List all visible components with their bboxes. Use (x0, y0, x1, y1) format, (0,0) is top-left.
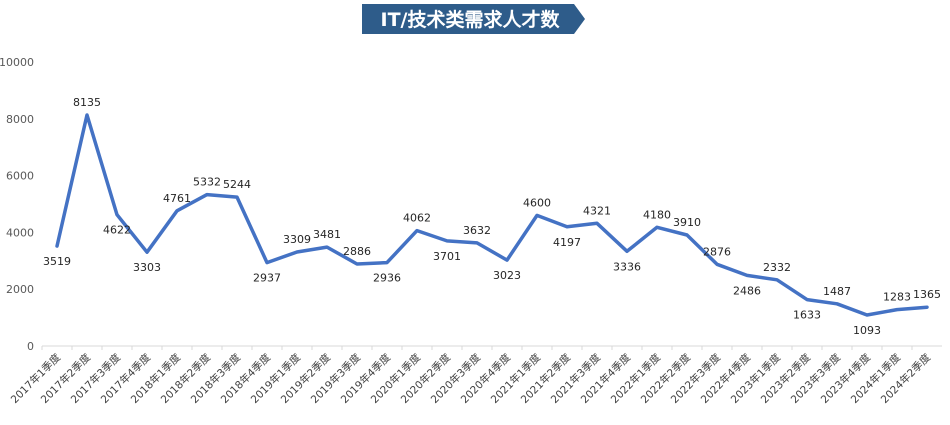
y-axis: 0 2000 4000 6000 8000 10000 (0, 56, 34, 353)
data-label: 3519 (43, 255, 71, 268)
data-label: 4321 (583, 204, 611, 217)
data-label: 4197 (553, 236, 581, 249)
title-banner-shape (362, 4, 585, 34)
data-label: 3303 (133, 261, 161, 274)
chart-title-banner: IT/技术类需求人才数 (362, 4, 585, 34)
chart-title: IT/技术类需求人才数 (381, 8, 561, 31)
y-tick-label: 6000 (6, 170, 34, 183)
data-label: 4622 (103, 224, 131, 237)
data-label: 1093 (853, 324, 881, 337)
y-tick-label: 8000 (6, 113, 34, 126)
series-line (55, 113, 929, 317)
data-label: 3910 (673, 216, 701, 229)
data-label: 3336 (613, 260, 641, 273)
y-tick-label: 10000 (0, 56, 34, 69)
data-label: 3701 (433, 250, 461, 263)
data-label: 3309 (283, 233, 311, 246)
data-label: 2332 (763, 261, 791, 274)
data-label: 4600 (523, 196, 551, 209)
data-label: 5332 (193, 176, 221, 189)
data-label: 1633 (793, 309, 821, 322)
data-label: 4062 (403, 212, 431, 225)
data-label: 8135 (73, 96, 101, 109)
y-tick-label: 2000 (6, 283, 34, 296)
data-label: 1365 (913, 288, 941, 301)
data-label: 5244 (223, 178, 251, 191)
data-label: 2886 (343, 245, 371, 258)
data-label: 3481 (313, 228, 341, 241)
data-label: 4180 (643, 208, 671, 221)
data-label: 2937 (253, 272, 281, 285)
data-label: 2876 (703, 245, 731, 258)
data-label: 3023 (493, 269, 521, 282)
data-label: 3632 (463, 224, 491, 237)
y-tick-label: 0 (27, 340, 34, 353)
data-label: 4761 (163, 192, 191, 205)
data-label: 2936 (373, 272, 401, 285)
data-label: 1487 (823, 285, 851, 298)
data-label: 1283 (883, 291, 911, 304)
data-label: 2486 (733, 284, 761, 297)
x-axis: 2017年1季度2017年2季度2017年3季度2017年4季度2018年1季度… (8, 345, 942, 406)
y-tick-label: 4000 (6, 226, 34, 239)
